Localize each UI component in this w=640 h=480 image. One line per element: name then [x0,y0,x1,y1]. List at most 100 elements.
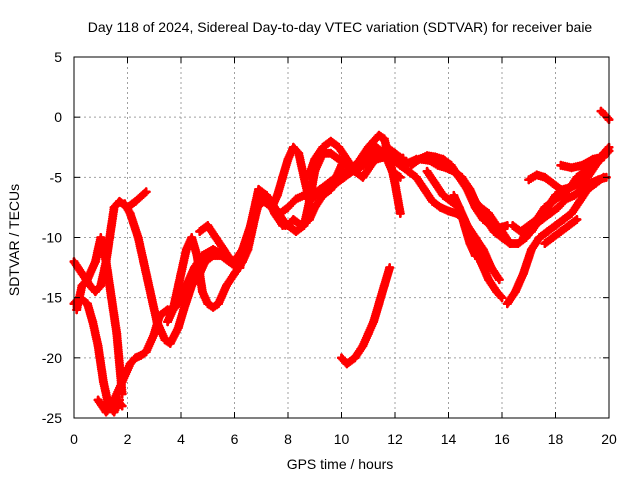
data-point [288,214,298,224]
data-point [125,208,135,218]
data-point [567,182,577,192]
data-point [395,172,405,182]
data-point [395,208,405,218]
data-point [465,239,475,249]
data-point [299,220,309,230]
series-sat-t [337,263,395,369]
data-point [363,329,373,339]
data-point [213,299,223,309]
data-point [414,154,424,164]
x-tick-label: 12 [387,431,403,447]
data-point [540,172,550,182]
series-sat-ab [596,106,614,125]
data-point [379,152,389,162]
data-point [168,305,178,315]
data-point [505,239,515,249]
data-point [518,269,528,279]
data-point [430,178,440,188]
data-point [230,257,239,267]
data-point [524,175,534,185]
data-point [221,281,231,291]
data-point [575,178,585,188]
series-sat-r [444,160,502,230]
data-point [358,172,368,182]
data-point [230,269,239,279]
x-tick-label: 14 [441,431,457,447]
y-axis-label: SDTVAR / TECUs [6,184,22,296]
data-point [315,184,325,194]
data-point [449,166,459,176]
data-point [136,350,146,360]
data-point [548,178,558,188]
data-point [494,275,504,285]
data-point [497,226,507,236]
data-point [176,269,186,279]
data-point [98,377,108,387]
data-point [510,287,520,297]
data-point [422,151,432,161]
data-point [85,281,95,291]
data-point [470,196,480,206]
data-point [294,148,304,158]
y-tick-label: -5 [50,169,63,185]
data-point [355,154,365,164]
data-point [120,199,130,209]
data-point [588,154,598,164]
series-sat-z [540,214,582,249]
data-point [342,359,352,369]
data-point [203,299,213,309]
data-point [532,170,542,180]
y-tick-label: -15 [42,290,62,306]
data-point [192,251,202,261]
data-point [291,194,301,204]
data-point [422,166,432,176]
data-point [114,196,124,206]
data-point [444,160,453,170]
data-point [235,263,245,273]
data-point [141,187,151,197]
data-point [564,220,574,230]
data-point [133,233,143,242]
data-point [572,172,582,182]
data-point [337,353,346,363]
data-point [542,226,552,236]
data-point [556,160,566,170]
y-tick-label: -10 [42,230,62,246]
data-point [187,281,197,291]
data-point [243,233,253,242]
data-point [141,347,151,357]
data-point [575,196,585,206]
data-point [553,202,563,212]
x-tick-label: 10 [334,431,350,447]
x-tick-label: 20 [601,431,617,447]
x-tick-label: 0 [70,431,78,447]
data-point [173,323,183,333]
data-point [379,134,389,144]
data-point [109,407,119,417]
data-point [90,287,100,297]
data-point [492,220,502,230]
y-tick-label: 0 [54,109,62,125]
data-point [548,233,558,242]
data-point [561,194,571,204]
data-point [310,154,320,164]
data-point [318,142,328,152]
data-point [379,281,389,291]
data-point [486,263,496,273]
y-tick-label: 5 [54,49,62,65]
data-point [270,202,280,212]
data-point [478,214,488,224]
data-point [203,220,213,230]
data-point [326,148,336,158]
data-point [77,269,87,279]
data-point [88,317,98,327]
data-point [283,220,293,230]
data-point [395,160,405,170]
data-point [304,196,314,206]
data-point [371,154,381,164]
data-point [200,257,210,267]
x-tick-label: 8 [284,431,292,447]
y-tick-label: -25 [42,410,62,426]
data-point [96,233,106,242]
data-point [331,178,341,188]
